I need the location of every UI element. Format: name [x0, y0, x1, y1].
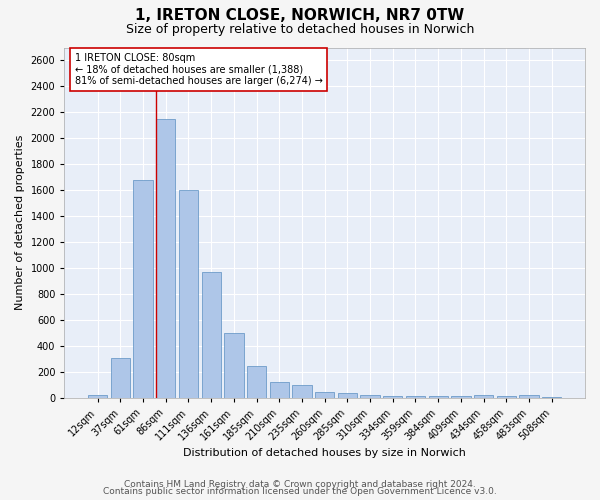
Bar — [451, 396, 470, 398]
Bar — [88, 396, 107, 398]
Bar — [406, 396, 425, 398]
Bar — [383, 396, 403, 398]
Bar — [542, 397, 562, 398]
Bar — [361, 396, 380, 398]
Bar — [179, 190, 198, 398]
Bar — [133, 180, 153, 398]
Text: 1, IRETON CLOSE, NORWICH, NR7 0TW: 1, IRETON CLOSE, NORWICH, NR7 0TW — [136, 8, 464, 22]
Text: Contains public sector information licensed under the Open Government Licence v3: Contains public sector information licen… — [103, 487, 497, 496]
Text: 1 IRETON CLOSE: 80sqm
← 18% of detached houses are smaller (1,388)
81% of semi-d: 1 IRETON CLOSE: 80sqm ← 18% of detached … — [75, 53, 323, 86]
Bar — [474, 396, 493, 398]
Y-axis label: Number of detached properties: Number of detached properties — [15, 135, 25, 310]
Bar — [338, 394, 357, 398]
Bar — [269, 382, 289, 398]
Bar — [292, 385, 311, 398]
Bar — [111, 358, 130, 398]
Bar — [315, 392, 334, 398]
Bar — [202, 272, 221, 398]
Bar — [428, 396, 448, 398]
Text: Size of property relative to detached houses in Norwich: Size of property relative to detached ho… — [126, 22, 474, 36]
Bar — [156, 119, 175, 398]
Text: Contains HM Land Registry data © Crown copyright and database right 2024.: Contains HM Land Registry data © Crown c… — [124, 480, 476, 489]
Bar — [520, 396, 539, 398]
Bar — [497, 396, 516, 398]
X-axis label: Distribution of detached houses by size in Norwich: Distribution of detached houses by size … — [183, 448, 466, 458]
Bar — [224, 333, 244, 398]
Bar — [247, 366, 266, 398]
